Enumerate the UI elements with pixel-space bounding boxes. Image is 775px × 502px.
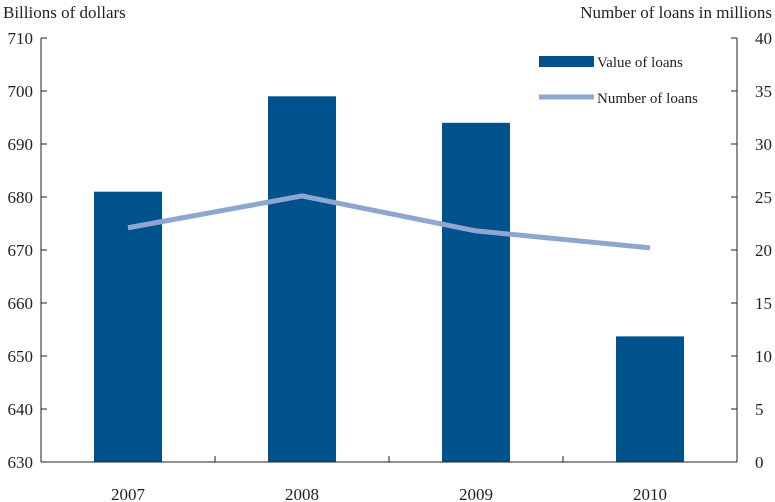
left-tick-label-690: 690 xyxy=(8,135,34,154)
x-tick-label-2010: 2010 xyxy=(633,485,667,502)
number-of-loans-line xyxy=(127,193,651,251)
left-tick-label-670: 670 xyxy=(8,241,34,260)
right-tick-label-40: 40 xyxy=(755,29,772,48)
right-tick-label-10: 10 xyxy=(755,347,772,366)
bar-2009 xyxy=(442,122,510,463)
bar-2007 xyxy=(94,191,162,462)
number-of-loans-line-group xyxy=(127,193,651,251)
right-tick-label-30: 30 xyxy=(755,135,772,154)
right-tick-label-5: 5 xyxy=(755,400,764,419)
left-tick-label-660: 660 xyxy=(8,294,34,313)
right-tick-label-35: 35 xyxy=(755,82,772,101)
x-tick-label-2008: 2008 xyxy=(285,485,319,502)
legend-label-number-of-loans: Number of loans xyxy=(597,91,698,107)
right-tick-label-25: 25 xyxy=(755,188,772,207)
right-tick-label-15: 15 xyxy=(755,294,772,313)
left-tick-label-700: 700 xyxy=(8,82,34,101)
bar-2010 xyxy=(616,336,684,462)
left-tick-label-650: 650 xyxy=(8,347,34,366)
left-tick-label-640: 640 xyxy=(8,400,34,419)
left-tick-label-710: 710 xyxy=(8,29,34,48)
left-tick-label-680: 680 xyxy=(8,188,34,207)
left-tick-label-630: 630 xyxy=(8,453,34,472)
left-axis-title: Billions of dollars xyxy=(3,3,126,22)
x-tick-label-2007: 2007 xyxy=(111,485,146,502)
right-tick-label-20: 20 xyxy=(755,241,772,260)
bars xyxy=(94,96,684,463)
bar-2008 xyxy=(268,96,336,463)
x-tick-label-2009: 2009 xyxy=(459,485,493,502)
right-tick-label-0: 0 xyxy=(755,453,764,472)
legend-label-value-of-loans: Value of loans xyxy=(597,55,683,71)
right-axis-title: Number of loans in millions xyxy=(580,3,772,22)
legend-swatch-value-of-loans xyxy=(539,56,594,67)
legend: Value of loans Number of loans xyxy=(539,55,698,107)
axes: 630 640 650 660 670 680 690 700 710 0 5 10 15 20 25 30 3… xyxy=(8,29,773,502)
